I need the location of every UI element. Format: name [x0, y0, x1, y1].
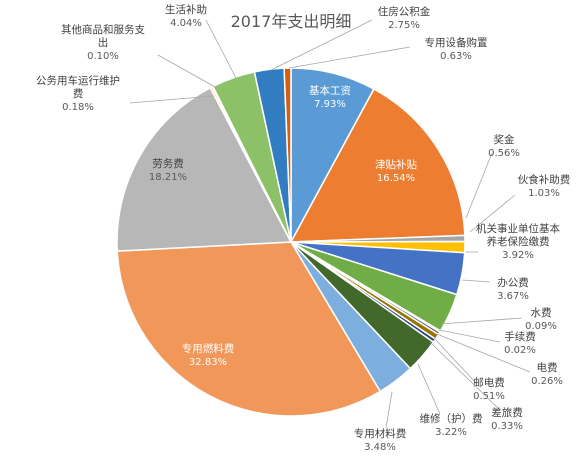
- slice-label: 维修（护）费: [420, 412, 483, 425]
- slice-percent: 3.48%: [364, 442, 396, 453]
- slice-percent: 18.21%: [149, 172, 187, 183]
- leader-line: [205, 19, 237, 79]
- leader-line: [461, 279, 491, 283]
- slice-label: 津贴补贴: [375, 158, 417, 171]
- slice-label: 电费: [537, 361, 558, 374]
- leader-line: [129, 95, 214, 104]
- leader-line: [270, 19, 373, 71]
- slice-percent: 0.51%: [473, 391, 505, 402]
- slice-label: 基本工资: [309, 84, 351, 97]
- slice-label: 水费: [531, 306, 552, 319]
- slice-percent: 0.26%: [531, 376, 563, 387]
- slice-percent: 3.67%: [497, 291, 529, 302]
- slice-percent: 0.63%: [440, 51, 472, 62]
- slice-label: 住房公积金: [378, 5, 431, 18]
- slice-percent: 3.22%: [435, 427, 467, 438]
- leader-line: [385, 391, 393, 429]
- leader-line: [465, 152, 493, 219]
- slice-percent: 3.92%: [502, 250, 534, 261]
- leader-line: [157, 54, 218, 89]
- leader-line: [436, 333, 531, 373]
- leader-line: [469, 194, 516, 233]
- leader-line: [438, 329, 501, 343]
- leader-line: [440, 317, 523, 325]
- slice-label: 公务用车运行维护费: [36, 74, 120, 100]
- pie-slice: [289, 88, 466, 243]
- slice-percent: 0.02%: [504, 345, 536, 356]
- slice-label: 其他商品和服务支出: [61, 23, 145, 49]
- slice-label: 专用燃料费: [182, 342, 235, 355]
- slice-label: 生活补助: [165, 3, 207, 16]
- leader-line: [288, 46, 411, 69]
- slice-label: 差旅费: [491, 406, 523, 419]
- slice-percent: 32.83%: [189, 357, 227, 368]
- slice-label: 伙食补助费: [518, 173, 571, 186]
- slice-percent: 0.56%: [488, 148, 520, 159]
- slice-label: 专用材料费: [354, 427, 407, 440]
- slice-label: 手续费: [504, 330, 536, 343]
- slice-percent: 0.33%: [491, 421, 523, 432]
- slice-label: 劳务费: [152, 157, 184, 170]
- slice-percent: 0.09%: [525, 321, 557, 332]
- slice-percent: 7.93%: [314, 99, 346, 110]
- leader-line: [433, 337, 477, 384]
- pie-slice: [116, 241, 382, 417]
- slice-label: 奖金: [494, 133, 515, 146]
- slice-percent: 0.10%: [87, 51, 119, 62]
- slice-label: 办公费: [497, 276, 529, 289]
- chart-title: 2017年支出明细: [230, 12, 352, 31]
- leader-line: [429, 341, 501, 411]
- slice-label: 机关事业单位基本养老保险缴费: [476, 222, 560, 248]
- slice-percent: 2.75%: [388, 20, 420, 31]
- slice-label: 专用设备购置: [425, 36, 488, 49]
- leader-line: [417, 363, 441, 415]
- slice-percent: 1.03%: [528, 188, 560, 199]
- slice-percent: 0.18%: [62, 102, 94, 113]
- slice-label: 邮电费: [473, 376, 505, 389]
- slice-percent: 16.54%: [377, 173, 415, 184]
- slice-percent: 4.04%: [170, 18, 202, 29]
